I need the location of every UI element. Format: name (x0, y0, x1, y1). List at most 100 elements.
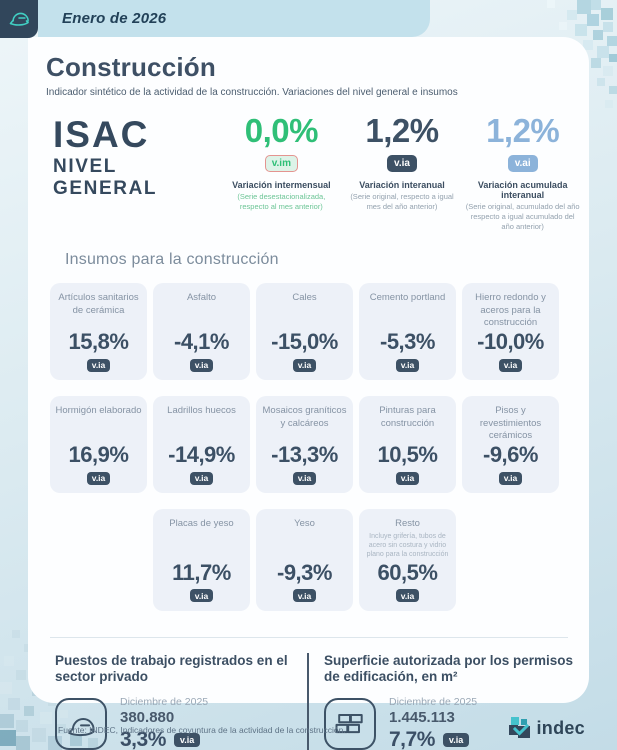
insumo-card-pinturas: Pinturas para construcción 10,5% v.ia (359, 396, 456, 494)
date-label: Enero de 2026 (62, 10, 167, 27)
insumo-value: 16,9% (68, 442, 129, 468)
insumo-card-articulos-sanitarios: Artículos sanitarios de cerámica 15,8% v… (50, 283, 147, 381)
stat-puestos-trabajo: Puestos de trabajo registrados en el sec… (28, 653, 307, 750)
metric-label: Variación interanual (359, 180, 445, 190)
insumo-value: -10,0% (477, 329, 544, 355)
insumo-label: Hierro redondo y aceros para la construc… (475, 292, 546, 328)
indec-logo: indec (508, 716, 585, 740)
metric-badge-vim: v.im (264, 155, 298, 172)
insumo-value: -13,3% (271, 442, 338, 468)
source-note: Fuente: INDEC, Indicadores de coyuntura … (58, 725, 346, 735)
insumo-value: -15,0% (271, 329, 338, 355)
isac-name-block: ISAC NIVEL GENERAL (53, 114, 221, 200)
insumo-badge: v.ia (498, 358, 523, 372)
date-band: Enero de 2026 (38, 0, 430, 37)
insumo-label: Hormigón elaborado (55, 405, 142, 417)
insumo-badge: v.ia (498, 471, 523, 485)
isac-row: ISAC NIVEL GENERAL 0,0% v.im Variación i… (28, 98, 589, 231)
insumo-badge: v.ia (86, 471, 111, 485)
stat-variation: 3,3% (120, 728, 166, 750)
metric-badge-via: v.ia (387, 155, 417, 172)
insumo-value: 10,5% (377, 442, 438, 468)
page-title: Construcción (46, 52, 216, 82)
insumo-label: Resto (395, 518, 420, 530)
insumo-label: Asfalto (186, 292, 217, 304)
metric-note: (Serie desestacionalizada, respecto al m… (237, 192, 326, 211)
insumo-card-yeso: Yeso -9,3% v.ia (256, 509, 353, 611)
metric-intermensual: 0,0% v.im Variación intermensual (Serie … (221, 114, 342, 212)
insumo-card-mosaicos: Mosaicos graníticos y calcáreos -13,3% v… (256, 396, 353, 494)
insumo-value: 11,7% (172, 559, 231, 585)
insumo-label: Artículos sanitarios de cerámica (58, 292, 139, 316)
stat-title: Puestos de trabajo registrados en el sec… (55, 652, 288, 685)
metric-note: (Serie original, acumulado del año respe… (465, 202, 580, 231)
stat-title: Superficie autorizada por los permisos d… (324, 652, 574, 685)
indec-logo-icon (509, 717, 531, 738)
metric-note: (Serie original, respecto a igual mes de… (350, 192, 454, 211)
insumo-label: Pinturas para construcción (379, 405, 436, 429)
metric-label: Variación acumulada interanual (477, 180, 568, 200)
section-divider (49, 636, 568, 638)
metric-interanual: 1,2% v.ia Variación interanual (Serie or… (342, 114, 463, 212)
metric-value: 1,2% (365, 112, 439, 149)
insumo-card-cales: Cales -15,0% v.ia (256, 283, 353, 381)
insumo-badge: v.ia (86, 358, 111, 372)
insumo-value: -5,3% (380, 329, 435, 355)
stat-period: Diciembre de 2025 (120, 696, 209, 709)
metric-value: 1,2% (486, 112, 560, 149)
stat-amount: 1.445.113 (389, 709, 455, 727)
insumo-card-hierro: Hierro redondo y aceros para la construc… (462, 283, 559, 381)
insumo-label: Yeso (294, 518, 315, 530)
insumo-card-cemento: Cemento portland -5,3% v.ia (359, 283, 456, 381)
insumo-label: Cemento portland (369, 292, 446, 304)
isac-subtitle: NIVEL GENERAL (53, 156, 158, 199)
insumo-card-resto: Resto Incluye grifería, tubos de acero s… (359, 509, 456, 611)
stat-superficie: Superficie autorizada por los permisos d… (307, 652, 589, 750)
bottom-stats: Puestos de trabajo registrados en el sec… (28, 652, 589, 750)
page-subtitle: Indicador sintético de la actividad de l… (46, 87, 458, 98)
stat-badge: v.ia (442, 733, 470, 748)
insumo-badge: v.ia (189, 471, 214, 485)
helmet-icon (6, 4, 32, 35)
insumo-card-pisos: Pisos y revestimientos cerámicos -9,6% v… (462, 396, 559, 494)
metric-acumulada: 1,2% v.ai Variación acumulada interanual… (462, 114, 583, 231)
metric-value: 0,0% (244, 112, 319, 149)
insumo-value: 60,5% (377, 559, 438, 585)
insumo-card-hormigon: Hormigón elaborado 16,9% v.ia (50, 396, 147, 494)
isac-title: ISAC (53, 114, 150, 155)
bricks-icon (324, 698, 376, 750)
insumo-badge: v.ia (292, 589, 317, 603)
indec-logo-text: indec (536, 717, 585, 738)
insumo-label: Pisos y revestimientos cerámicos (479, 405, 542, 441)
insumo-value: -14,9% (168, 442, 235, 468)
insumo-label: Cales (292, 292, 317, 304)
insumo-badge: v.ia (395, 358, 420, 372)
insumo-value: -4,1% (174, 329, 229, 355)
insumo-card-placas-yeso: Placas de yeso 11,7% v.ia (153, 509, 250, 611)
insumos-grid: Artículos sanitarios de cerámica 15,8% v… (50, 283, 589, 611)
insumo-card-asfalto: Asfalto -4,1% v.ia (153, 283, 250, 381)
stat-period: Diciembre de 2025 (389, 696, 478, 709)
insumo-value: -9,3% (277, 559, 332, 585)
stat-variation: 7,7% (389, 728, 435, 750)
card-header: Construcción Indicador sintético de la a… (28, 37, 589, 98)
insumo-value: 15,8% (68, 329, 129, 355)
helmet-icon (55, 698, 107, 750)
insumo-note: Incluye grifería, tubos de acero sin cos… (366, 532, 449, 558)
insumo-badge: v.ia (395, 471, 420, 485)
insumo-card-ladrillos: Ladrillos huecos -14,9% v.ia (153, 396, 250, 494)
stat-amount: 380.880 (120, 709, 175, 727)
insumos-section-title: Insumos para la construcción (65, 251, 279, 269)
insumo-label: Ladrillos huecos (167, 405, 236, 417)
metric-badge-vai: v.ai (507, 155, 538, 172)
insumo-badge: v.ia (189, 589, 214, 603)
insumo-label: Placas de yeso (169, 518, 234, 530)
insumo-label: Mosaicos graníticos y calcáreos (262, 405, 347, 429)
insumo-badge: v.ia (395, 589, 420, 603)
insumo-badge: v.ia (189, 358, 214, 372)
insumo-badge: v.ia (292, 471, 317, 485)
main-card: Construcción Indicador sintético de la a… (28, 37, 589, 750)
insumo-badge: v.ia (292, 358, 317, 372)
stat-badge: v.ia (173, 733, 201, 748)
